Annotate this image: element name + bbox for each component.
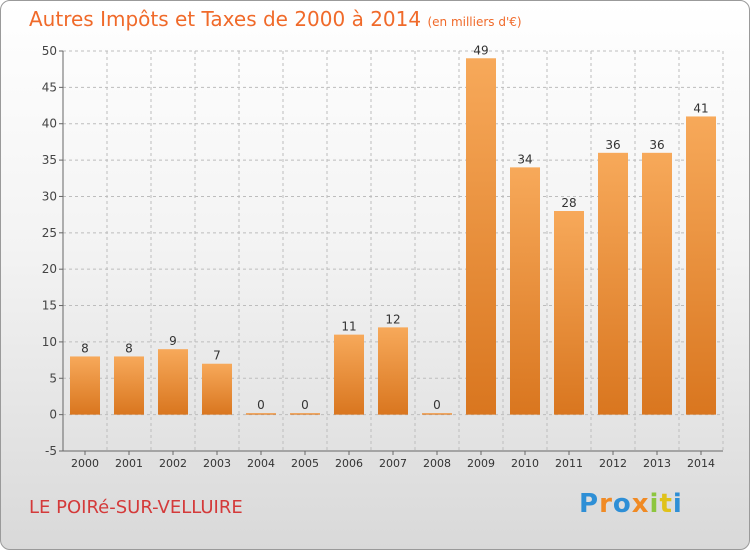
y-tick-label: 20 — [42, 262, 57, 276]
x-tick-label: 2005 — [291, 457, 319, 470]
logo-letter: o — [612, 489, 632, 519]
bar-2011 — [554, 211, 584, 415]
y-tick-label: 45 — [42, 80, 57, 94]
logo-letter: P — [579, 489, 600, 519]
data-label-2005: 0 — [301, 398, 309, 412]
x-tick-label: 2008 — [423, 457, 451, 470]
data-label-2013: 36 — [649, 138, 664, 152]
x-tick-label: 2009 — [467, 457, 495, 470]
bars — [70, 58, 716, 415]
bar-2001 — [114, 356, 144, 415]
x-tick-label: 2012 — [599, 457, 627, 470]
data-label-2010: 34 — [517, 152, 532, 166]
axes: -5 0 5 10 15 20 25 30 35 40 45 50 2000 2001 2002 2003 20… — [42, 44, 723, 470]
data-labels: 8 8 9 7 0 0 11 12 0 49 34 28 36 36 41 — [81, 43, 708, 412]
bar-2014 — [686, 116, 716, 415]
x-tick-label: 2002 — [159, 457, 187, 470]
bar-2006 — [334, 334, 364, 415]
y-tick-label: 0 — [49, 408, 57, 422]
bar-2005 — [290, 413, 320, 415]
data-label-2004: 0 — [257, 398, 265, 412]
x-tick-label: 2001 — [115, 457, 143, 470]
logo-letter: r — [599, 489, 613, 519]
data-label-2014: 41 — [693, 101, 708, 115]
commune-name: LE POIRé-SUR-VELLUIRE — [29, 497, 243, 518]
data-label-2001: 8 — [125, 341, 133, 355]
x-tick-label: 2010 — [511, 457, 539, 470]
proxiti-logo: Proxiti — [579, 489, 683, 519]
data-label-2000: 8 — [81, 341, 89, 355]
y-tick-label: -5 — [45, 444, 57, 458]
chart-title: Autres Impôts et Taxes de 2000 à 2014 (e… — [29, 7, 522, 31]
bar-2013 — [642, 152, 672, 415]
x-tick-label: 2004 — [247, 457, 275, 470]
bar-2004 — [246, 413, 276, 415]
bar-2010 — [510, 167, 540, 415]
data-label-2003: 7 — [213, 349, 221, 363]
bar-2003 — [202, 363, 232, 415]
bar-2012 — [598, 152, 628, 415]
x-tick-label: 2013 — [643, 457, 671, 470]
data-label-2002: 9 — [169, 334, 177, 348]
data-label-2009: 49 — [473, 43, 488, 57]
bar-chart: -5 0 5 10 15 20 25 30 35 40 45 50 2000 2001 2002 2003 20… — [42, 43, 724, 470]
y-tick-label: 30 — [42, 189, 57, 203]
y-tick-label: 5 — [49, 371, 57, 385]
x-tick-label: 2011 — [555, 457, 583, 470]
bar-2009 — [466, 58, 496, 415]
bar-2007 — [378, 327, 408, 415]
x-tick-label: 2000 — [71, 457, 99, 470]
x-tick-label: 2006 — [335, 457, 363, 470]
x-tick-label: 2014 — [687, 457, 715, 470]
data-label-2006: 11 — [341, 320, 356, 334]
bar-2008 — [422, 413, 452, 415]
logo-letter: t — [659, 489, 673, 519]
bar-2000 — [70, 356, 100, 415]
logo-letter: x — [631, 489, 650, 519]
y-tick-label: 15 — [42, 299, 57, 313]
logo-letter: i — [672, 489, 683, 519]
chart-title-text: Autres Impôts et Taxes de 2000 à 2014 — [29, 7, 422, 31]
data-label-2011: 28 — [561, 196, 576, 210]
x-tick-label: 2007 — [379, 457, 407, 470]
y-tick-label: 40 — [42, 117, 57, 131]
data-label-2008: 0 — [433, 398, 441, 412]
bar-2002 — [158, 349, 188, 415]
y-tick-label: 25 — [42, 226, 57, 240]
data-label-2007: 12 — [385, 312, 400, 326]
y-tick-label: 35 — [42, 153, 57, 167]
logo-letter: i — [649, 489, 660, 519]
chart-unit: (en milliers d'€) — [427, 15, 522, 29]
data-label-2012: 36 — [605, 138, 620, 152]
y-tick-label: 10 — [42, 335, 57, 349]
x-tick-label: 2003 — [203, 457, 231, 470]
y-tick-label: 50 — [42, 44, 57, 58]
